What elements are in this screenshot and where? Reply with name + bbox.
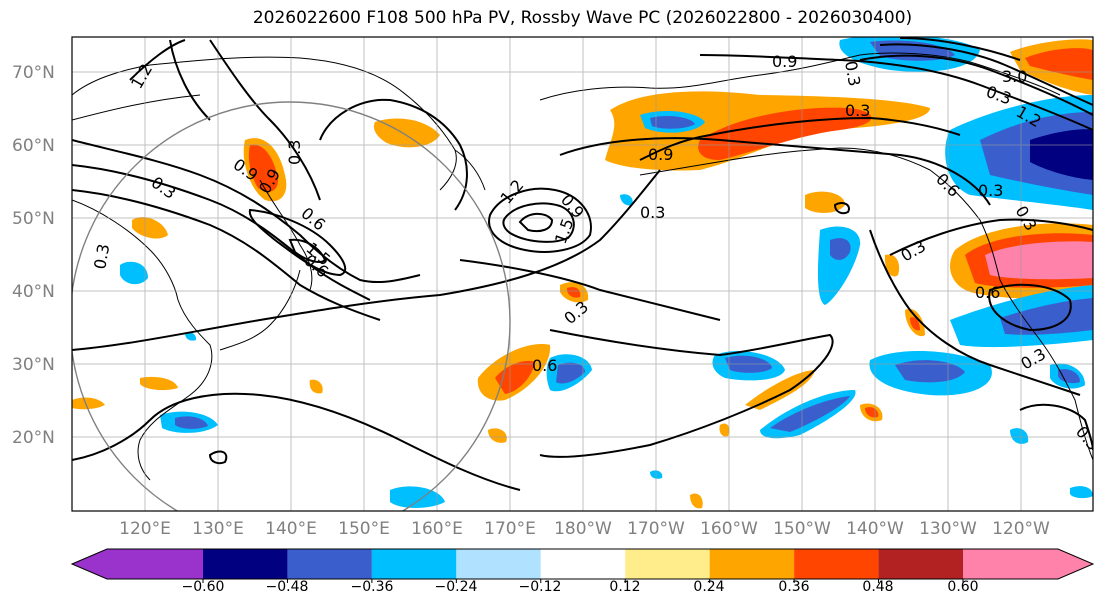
colorbar: −0.60 −0.48 −0.36 −0.24 −0.12 0.12 0.24 … <box>70 548 1095 595</box>
colorbar-segment <box>709 549 795 579</box>
colorbar-tick-label: −0.36 <box>351 579 394 595</box>
lon-label: 120°E <box>119 519 171 539</box>
contour-label: 3.0 <box>1002 67 1027 86</box>
colorbar-tick-label: 0.24 <box>693 579 724 595</box>
lat-label: 50°N <box>12 209 55 229</box>
lat-label: 70°N <box>12 63 55 83</box>
colorbar-tick-label: 0.48 <box>862 579 893 595</box>
lat-label: 30°N <box>12 355 55 375</box>
lon-label: 170°W <box>627 519 685 539</box>
lat-label: 60°N <box>12 136 55 156</box>
lon-label: 130°W <box>919 519 977 539</box>
colorbar-tick-label: 0.60 <box>947 579 978 595</box>
lon-label: 140°W <box>846 519 904 539</box>
map-frame <box>71 36 1094 512</box>
colorbar-segment <box>794 549 879 579</box>
colorbar-segment <box>371 549 457 579</box>
contour-label: 0.3 <box>640 203 665 222</box>
contour-label: 0.3 <box>285 140 304 165</box>
lon-label: 130°E <box>192 519 244 539</box>
longitude-labels: 120°E 130°E 140°E 150°E 160°E 170°E 180°… <box>119 519 1050 539</box>
contour-label: 0.9 <box>772 52 797 71</box>
colorbar-segment <box>963 549 1093 579</box>
lon-label: 160°E <box>411 519 463 539</box>
contour-label: 0.3 <box>845 101 870 120</box>
contour-label: 0.6 <box>532 356 557 375</box>
colorbar-ticks: −0.60 −0.48 −0.36 −0.24 −0.12 0.12 0.24 … <box>182 579 979 595</box>
colorbar-segment <box>540 549 626 579</box>
lon-label: 170°E <box>484 519 536 539</box>
contour-label: 0.9 <box>648 145 673 164</box>
contour-label: 0.3 <box>90 242 113 270</box>
map-title: 2026022600 F108 500 hPa PV, Rossby Wave … <box>252 8 913 28</box>
lon-label: 120°W <box>992 519 1050 539</box>
gridlines <box>72 37 1093 511</box>
colorbar-segment <box>625 549 710 579</box>
lon-label: 150°W <box>773 519 831 539</box>
colorbar-tick-label: −0.24 <box>435 579 478 595</box>
colorbar-outline <box>70 548 1095 580</box>
lon-label: 140°E <box>265 519 317 539</box>
colorbar-tick-label: −0.60 <box>182 579 225 595</box>
colorbar-segment <box>203 549 288 579</box>
lon-label: 160°W <box>700 519 758 539</box>
colorbar-tick-label: 0.36 <box>778 579 809 595</box>
lat-label: 20°N <box>12 428 55 448</box>
colorbar-segment <box>878 549 963 579</box>
contour-label: 0.6 <box>975 283 1000 302</box>
colorbar-segment <box>287 549 372 579</box>
map-plot-area: 1.2 0.9 0.3 0.6 1.5 0.3 0.9 1.2 0.9 1.5 … <box>72 37 1093 511</box>
colorbar-tick-label: −0.12 <box>519 579 562 595</box>
lat-label: 40°N <box>12 282 55 302</box>
latitude-labels: 70°N 60°N 50°N 40°N 30°N 20°N <box>12 63 55 448</box>
rossby-wave-region-circle <box>72 101 511 511</box>
colorbar-tick-label: −0.48 <box>266 579 309 595</box>
lon-label: 180°W <box>554 519 612 539</box>
colorbar-segment <box>72 549 203 579</box>
colorbar-segment <box>456 549 541 579</box>
pv-contours <box>72 37 1093 491</box>
contour-label: 0.3 <box>841 59 864 87</box>
colorbar-tick-label: 0.12 <box>609 579 640 595</box>
contour-label: 0.3 <box>978 181 1003 200</box>
lon-label: 150°E <box>338 519 390 539</box>
